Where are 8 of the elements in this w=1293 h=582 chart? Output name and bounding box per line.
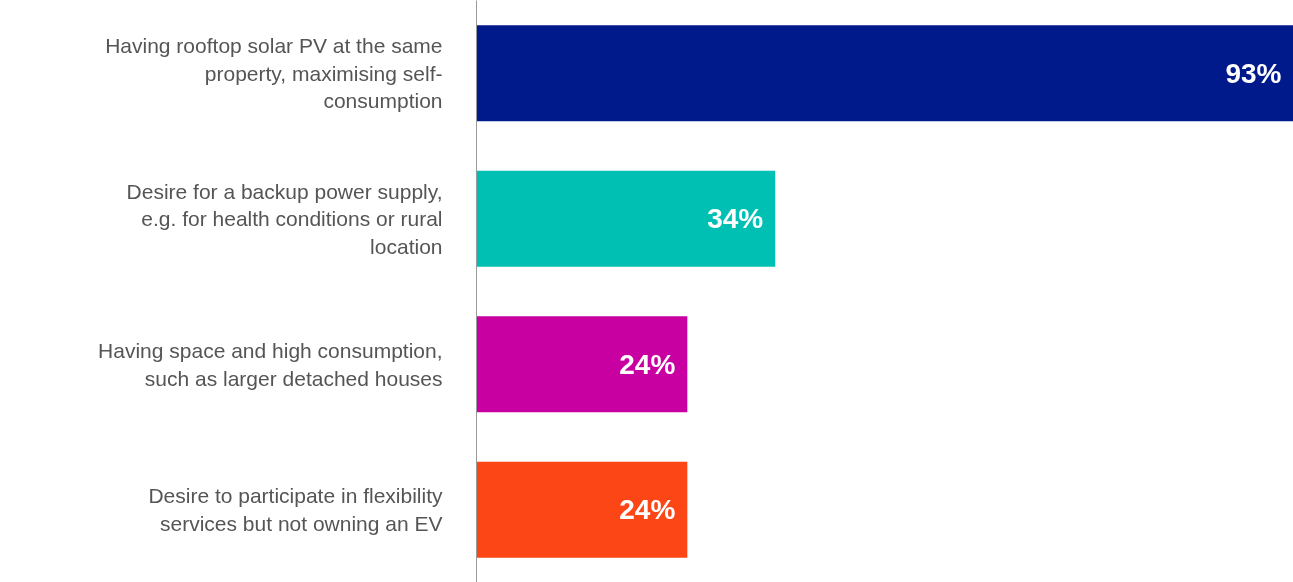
y-tick-label: Having rooftop solar PV at the same property, maximising self-consumption <box>105 34 443 113</box>
data-label: 24% <box>619 348 676 380</box>
y-tick-label: Desire for a backup power supply, e.g. for health conditions or rural location <box>126 179 443 258</box>
data-label: 34% <box>707 203 764 235</box>
data-label: 93% <box>1225 57 1282 89</box>
data-label: 24% <box>619 494 676 526</box>
y-tick-label: Desire to participate in flexibility services but not owning an EV <box>148 484 443 536</box>
y-tick-label: Having space and high consumption, such as larger detached houses <box>98 338 443 390</box>
